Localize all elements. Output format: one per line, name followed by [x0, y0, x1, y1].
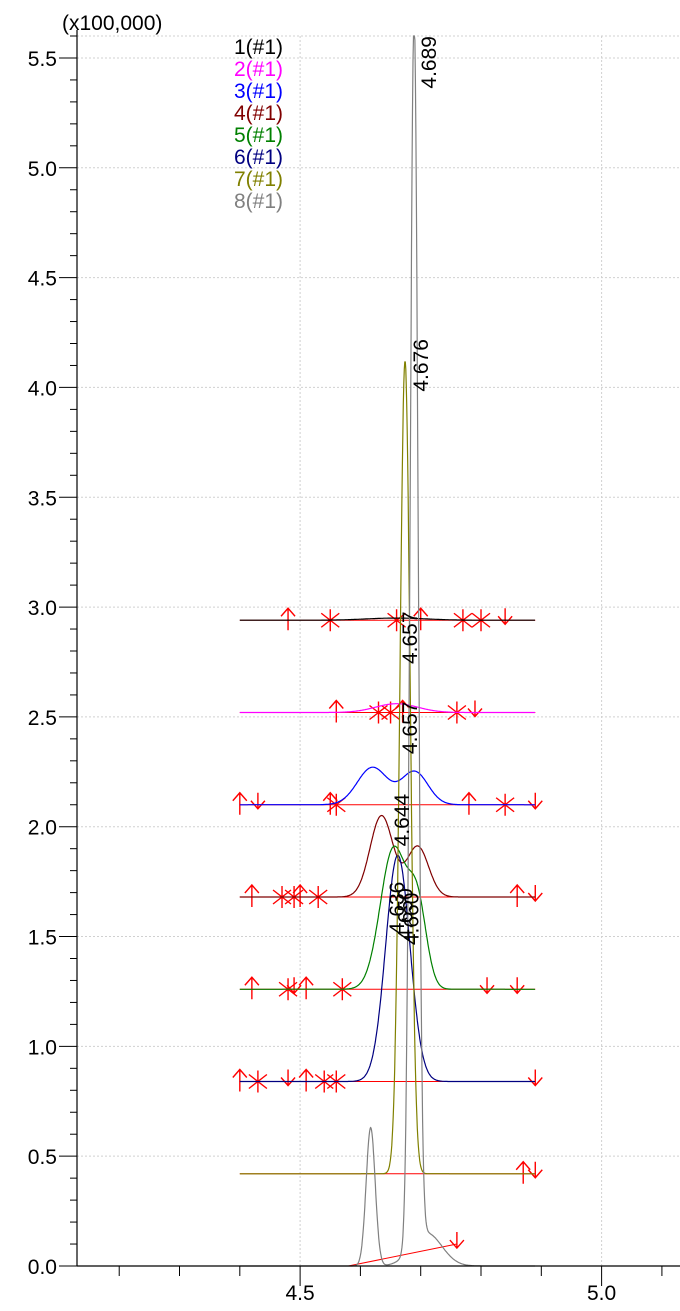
- legend-entry-2: 2(#1): [234, 58, 283, 81]
- peak-start-marker: [509, 883, 525, 907]
- tick-labels: 0.0 0.5 1.0 1.5 2.0 2.5 3.0 3.5 4.0 4.5 5.0 5.5 4.5 5…: [28, 48, 616, 1305]
- peak-label-4: 4.644: [391, 793, 414, 846]
- y-multiplier-label: (x100,000): [62, 12, 162, 35]
- peak-start-marker: [244, 976, 260, 1000]
- peak-start-marker: [292, 883, 308, 907]
- series-line-3: [239, 766, 535, 806]
- peak-start-marker: [280, 607, 296, 631]
- peak-start-marker: [328, 699, 344, 723]
- series-line-5: [239, 845, 535, 990]
- axes: [59, 30, 680, 1286]
- peak-end-marker: [449, 1232, 465, 1250]
- peak-end-marker: [527, 1069, 543, 1087]
- peak-start-marker: [232, 1068, 248, 1092]
- y-tick-label-4: 2.0: [28, 817, 57, 840]
- peak-end-marker: [286, 977, 302, 995]
- y-tick-label-3: 1.5: [28, 927, 57, 950]
- y-tick-label-2: 1.0: [28, 1036, 57, 1059]
- legend-entry-4: 4(#1): [234, 102, 283, 125]
- y-tick-label-6: 3.0: [28, 597, 57, 620]
- x-tick-label-0: 4.5: [286, 1282, 315, 1305]
- series-line-1: [239, 617, 535, 621]
- y-tick-label-11: 5.5: [28, 48, 57, 71]
- legend-entry-7: 7(#1): [234, 168, 283, 191]
- y-tick-label-1: 0.5: [28, 1146, 57, 1169]
- y-tick-label-10: 5.0: [28, 158, 57, 181]
- legend-entry-5: 5(#1): [234, 124, 283, 147]
- peak-label-0: 4.689: [418, 36, 441, 89]
- peak-split-marker: [387, 609, 407, 632]
- legend: 1(#1)2(#1)3(#1)4(#1)5(#1)6(#1)7(#1)8(#1): [234, 36, 283, 213]
- peak-end-marker: [527, 792, 543, 810]
- peak-label-2: 4.657: [399, 611, 422, 664]
- peak-label-3: 4.657: [399, 702, 422, 755]
- peak-end-marker: [527, 885, 543, 903]
- series-line-6: [239, 854, 535, 1083]
- y-tick-label-5: 2.5: [28, 707, 57, 730]
- peak-label-7: 4.660: [401, 893, 424, 946]
- peak-label-5: 4.636: [386, 882, 409, 935]
- x-tick-label-1: 5.0: [587, 1282, 616, 1305]
- peak-end-marker: [479, 977, 495, 995]
- peak-start-marker: [244, 883, 260, 907]
- legend-entry-1: 1(#1): [234, 36, 283, 59]
- peak-label-6: 4.650: [395, 888, 418, 941]
- series-line-7: [239, 361, 535, 1175]
- peak-start-marker: [461, 791, 477, 815]
- peak-end-marker: [509, 977, 525, 995]
- y-tick-label-7: 3.5: [28, 487, 57, 510]
- y-tick-label-0: 0.0: [28, 1256, 57, 1279]
- integration-baseline-8: [348, 1243, 457, 1267]
- peak-end-marker: [250, 792, 266, 810]
- legend-entry-6: 6(#1): [234, 146, 283, 169]
- peak-start-marker: [515, 1160, 531, 1184]
- peak-start-marker: [298, 1068, 314, 1092]
- peak-start-marker: [298, 976, 314, 1000]
- y-tick-label-8: 4.0: [28, 377, 57, 400]
- integration-markers: [232, 607, 543, 1267]
- legend-entry-3: 3(#1): [234, 80, 283, 103]
- series-line-4: [239, 814, 535, 898]
- peak-end-marker: [497, 608, 513, 626]
- peak-end-marker: [467, 700, 483, 718]
- legend-entry-8: 8(#1): [234, 190, 283, 213]
- peak-end-marker: [280, 1069, 296, 1087]
- peak-end-marker: [527, 1161, 543, 1179]
- peak-label-1: 4.676: [410, 339, 433, 392]
- peak-start-marker: [232, 791, 248, 815]
- y-tick-label-9: 4.5: [28, 268, 57, 291]
- series-line-2: [239, 703, 535, 714]
